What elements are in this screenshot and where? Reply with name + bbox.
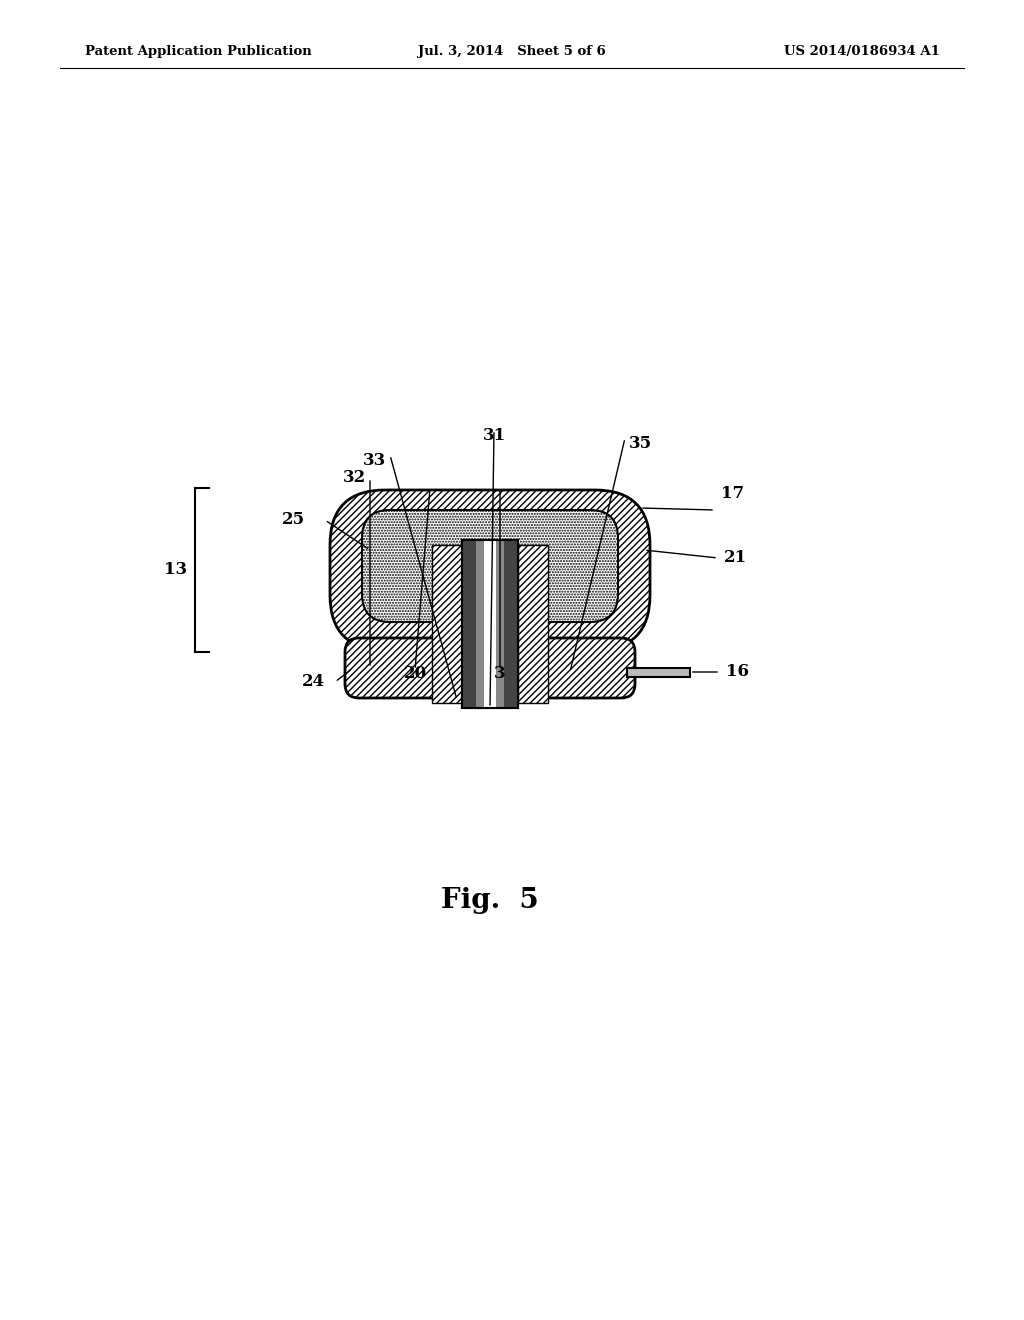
Bar <box>504 540 518 708</box>
FancyBboxPatch shape <box>330 490 650 649</box>
Bar <box>462 540 518 708</box>
Bar <box>462 540 476 708</box>
Text: US 2014/0186934 A1: US 2014/0186934 A1 <box>784 45 940 58</box>
Text: 32: 32 <box>343 470 366 487</box>
Text: 33: 33 <box>362 451 386 469</box>
Text: 17: 17 <box>721 486 744 503</box>
Text: Jul. 3, 2014   Sheet 5 of 6: Jul. 3, 2014 Sheet 5 of 6 <box>418 45 606 58</box>
Text: 24: 24 <box>302 673 325 690</box>
FancyBboxPatch shape <box>362 510 618 622</box>
Text: 25: 25 <box>282 511 305 528</box>
Text: 31: 31 <box>482 426 506 444</box>
FancyBboxPatch shape <box>345 638 635 698</box>
Bar <box>484 540 496 708</box>
Bar <box>432 545 462 704</box>
Text: Patent Application Publication: Patent Application Publication <box>85 45 311 58</box>
Text: 3: 3 <box>495 665 506 682</box>
Text: 20: 20 <box>403 665 427 682</box>
Text: 16: 16 <box>726 664 749 681</box>
Bar <box>462 540 518 708</box>
Text: 35: 35 <box>629 436 652 451</box>
Bar <box>627 668 690 676</box>
Text: Fig.  5: Fig. 5 <box>441 887 539 913</box>
Text: 13: 13 <box>164 561 187 578</box>
Bar <box>518 545 548 704</box>
Text: 21: 21 <box>724 549 748 566</box>
